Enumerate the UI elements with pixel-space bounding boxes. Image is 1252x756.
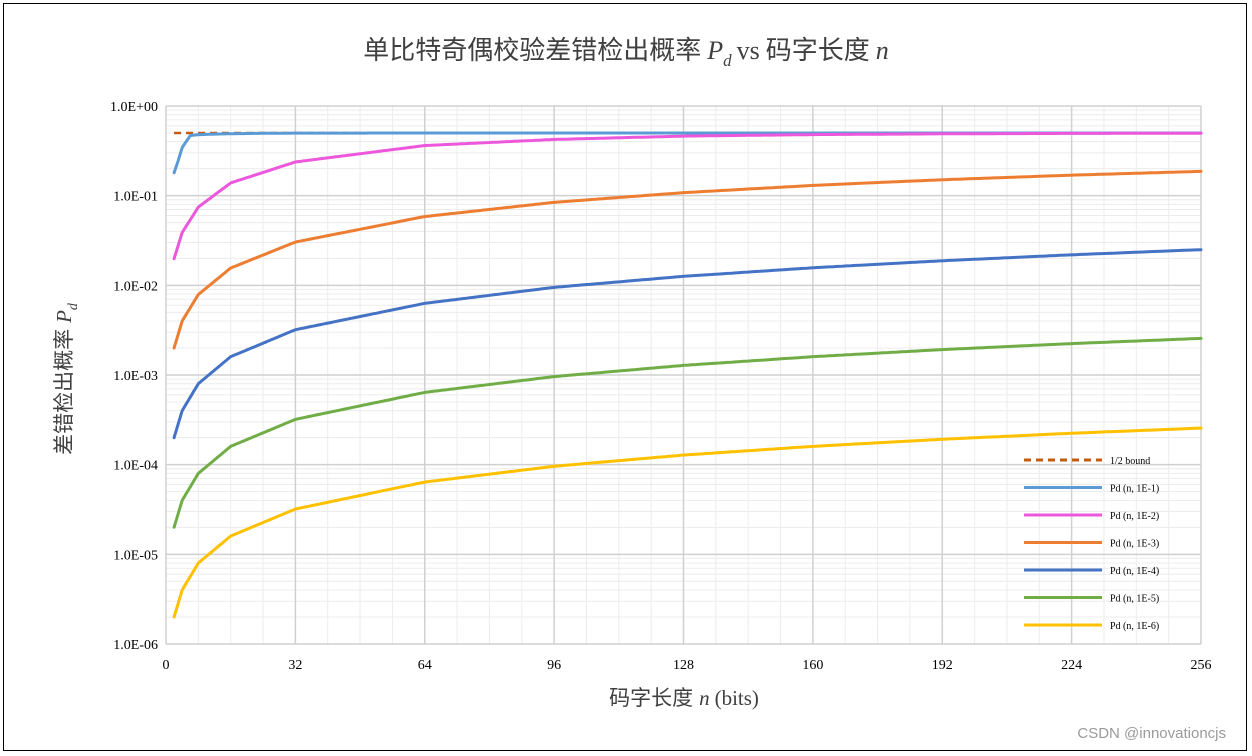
xlabel-unit: (bits) (715, 686, 759, 710)
chart-frame: 单比特奇偶校验差错检出概率 Pd vs 码字长度 n 1.0E+00 1.0E-01 1.0… (3, 3, 1247, 751)
y-tick-labels: 1.0E+00 1.0E-01 1.0E-02 1.0E-03 1.0E-04 1.0E-… (110, 100, 158, 653)
title-end: 码字长度 (766, 36, 870, 65)
x-axis-title: 码字长度 n (bits) (609, 686, 759, 710)
chart-canvas: 单比特奇偶校验差错检出概率 Pd vs 码字长度 n 1.0E+001.0E-011.0… (52, 36, 1212, 710)
x-tick-label: 32 (288, 658, 302, 673)
legend-label-5: Pd (n, 1E-5) (1110, 594, 1159, 605)
watermark: CSDN @innovationcjs (1077, 725, 1226, 742)
title-mid: vs (737, 36, 760, 65)
legend-label-6: Pd (n, 1E-6) (1110, 621, 1159, 632)
x-tick-label: 256 (1191, 658, 1212, 673)
legend-label-1: Pd (n, 1E-1) (1110, 484, 1159, 495)
y-tick-label: 1.0E+00 (110, 100, 158, 115)
x-tick-label: 96 (547, 658, 561, 673)
x-tick-label: 64 (418, 658, 432, 673)
series-line-3 (172, 169, 1203, 350)
legend: 1/2 bound Pd (n, 1E-1) Pd (n, 1E-2) Pd (n, … (1024, 456, 1159, 632)
title-var: P (706, 36, 723, 65)
x-tick-label: 160 (802, 658, 823, 673)
xlabel-main: 码字长度 (609, 686, 693, 710)
title-sub: d (723, 51, 732, 70)
x-tick-label: 128 (673, 658, 694, 673)
legend-label-3: Pd (n, 1E-3) (1110, 539, 1159, 550)
xlabel-var: n (699, 686, 710, 710)
y-tick-label: 1.0E-05 (113, 548, 158, 563)
y-tick-label: 1.0E-06 (113, 638, 158, 653)
x-tick-label: 0 (163, 658, 170, 673)
series-line-5 (172, 336, 1203, 529)
major-gridlines (165, 105, 1202, 645)
chart-title: 单比特奇偶校验差错检出概率 Pd vs 码字长度 n (363, 36, 889, 70)
legend-label-0: 1/2 bound (1110, 456, 1150, 467)
y-tick-label: 1.0E-01 (113, 190, 158, 205)
series-line-6 (172, 426, 1203, 619)
legend-label-2: Pd (n, 1E-2) (1110, 511, 1159, 522)
ylabel-sub: d (66, 302, 81, 310)
ylabel-var: P (52, 310, 76, 324)
y-tick-label: 1.0E-03 (113, 369, 158, 384)
legend-label-4: Pd (n, 1E-4) (1110, 566, 1159, 577)
y-tick-label: 1.0E-04 (113, 459, 158, 474)
title-main: 单比特奇偶校验差错检出概率 (363, 36, 701, 65)
y-axis-title: 差错检出概率 Pd (52, 302, 81, 455)
series-layer (172, 131, 1203, 619)
x-tick-label: 192 (932, 658, 953, 673)
title-n: n (876, 36, 889, 65)
y-tick-label: 1.0E-02 (113, 279, 158, 294)
x-tick-labels: 0 32 64 96 128 160 192 224 256 (163, 658, 1212, 673)
x-tick-label: 224 (1061, 658, 1082, 673)
series-line-4 (172, 248, 1203, 440)
ylabel-main: 差错检出概率 (52, 329, 76, 455)
series-line-2 (172, 131, 1203, 261)
